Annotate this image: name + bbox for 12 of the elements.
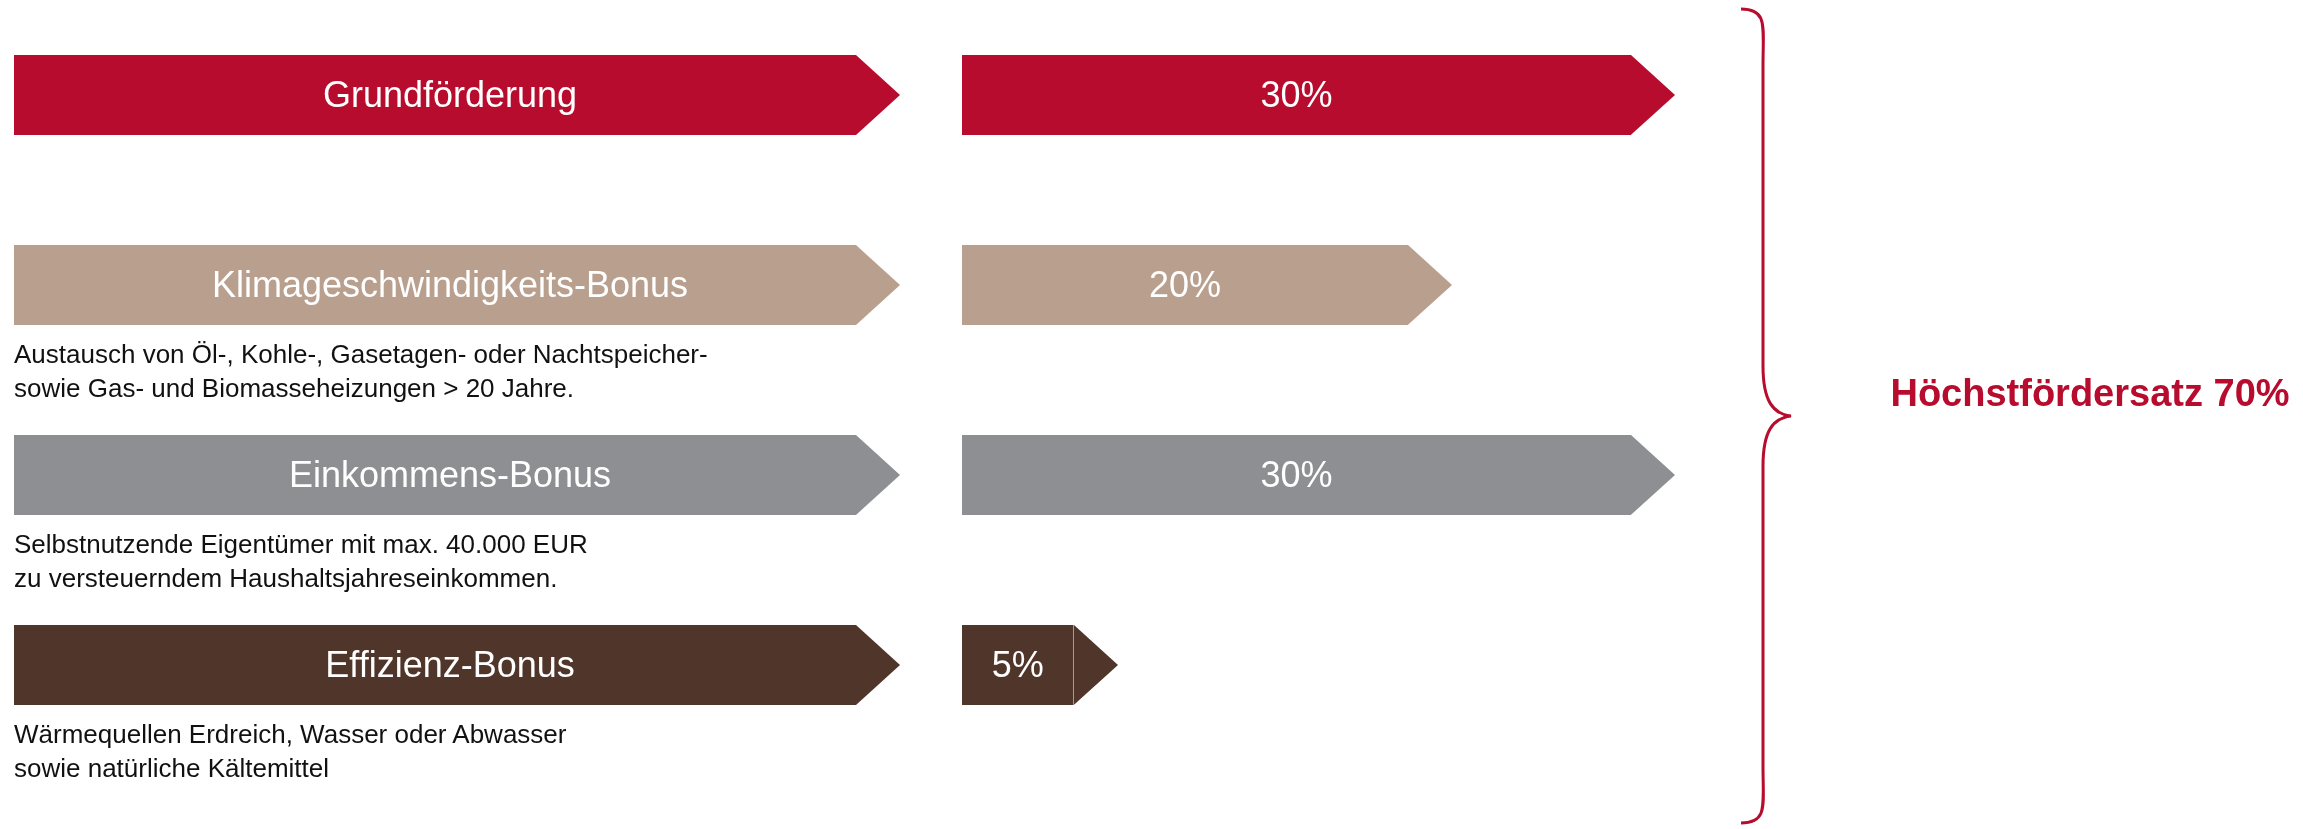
text: Selbstnutzende Eigentümer mit max. 40.000 EUR zu versteuerndem Haushaltsjahreseinkommen. bbox=[14, 528, 588, 595]
y-tick-label: Einkommens-Bonus bbox=[288, 453, 612, 495]
y-tick-label: Effizienz-Bonus bbox=[325, 643, 575, 685]
text: Wärmequellen Erdreich, Wasser oder Abwasser sowie natürliche Kältemittel bbox=[14, 718, 567, 785]
data-label: 20% bbox=[1148, 263, 1222, 305]
y-tick-label: Klimageschwindigkeits-Bonus bbox=[211, 263, 689, 305]
text: Höchstfördersatz 70% bbox=[1889, 371, 2291, 416]
data-label: 5% bbox=[991, 643, 1044, 685]
text: Austausch von Öl-, Kohle-, Gasetagen- oder Nachtspeicher- sowie Gas- und Biomasseheizungen > 20 Jahre. bbox=[14, 338, 708, 405]
data-label: 30% bbox=[1260, 453, 1333, 495]
y-tick-label: Grundförderung bbox=[322, 73, 578, 115]
data-label: 30% bbox=[1260, 73, 1333, 115]
